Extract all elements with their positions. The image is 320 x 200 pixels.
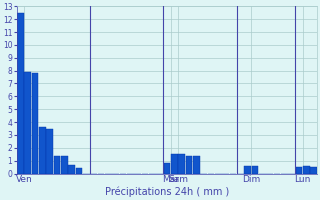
Bar [164,163,170,174]
Bar [244,166,251,174]
Bar [193,156,200,174]
Bar [178,154,185,174]
Bar [252,166,258,174]
Bar [186,156,192,174]
Bar [39,127,45,174]
Bar [32,73,38,174]
X-axis label: Précipitations 24h ( mm ): Précipitations 24h ( mm ) [105,187,229,197]
Bar [17,13,24,174]
Bar [24,72,31,174]
Bar [171,154,178,174]
Bar [310,167,317,174]
Bar [68,165,75,174]
Bar [61,156,68,174]
Bar [303,166,309,174]
Bar [54,156,60,174]
Bar [46,129,53,174]
Bar [296,167,302,174]
Bar [76,168,82,174]
